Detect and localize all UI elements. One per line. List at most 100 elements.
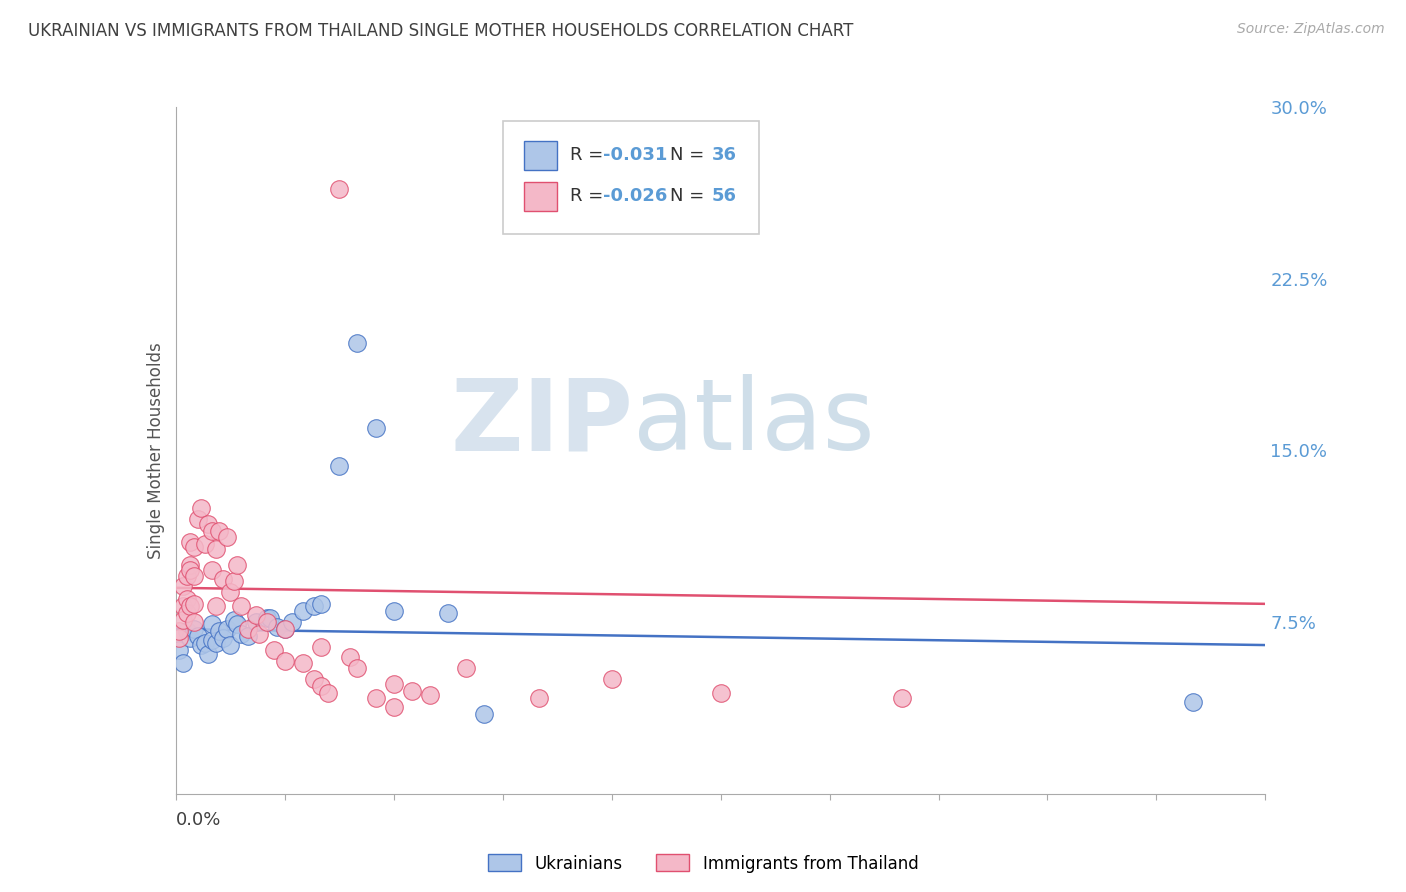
Point xyxy=(263,642,285,657)
Point xyxy=(364,690,387,705)
Text: 56: 56 xyxy=(711,187,737,205)
Point xyxy=(169,624,191,639)
Point xyxy=(183,615,205,630)
Point xyxy=(186,629,209,643)
Point xyxy=(183,622,205,636)
Point xyxy=(346,335,368,350)
Legend: Ukrainians, Immigrants from Thailand: Ukrainians, Immigrants from Thailand xyxy=(481,847,925,880)
Point xyxy=(204,599,226,614)
Point xyxy=(382,677,405,691)
Point xyxy=(208,524,231,538)
Point xyxy=(302,673,325,687)
Point xyxy=(219,585,242,599)
Point xyxy=(208,624,231,639)
Text: UKRAINIAN VS IMMIGRANTS FROM THAILAND SINGLE MOTHER HOUSEHOLDS CORRELATION CHART: UKRAINIAN VS IMMIGRANTS FROM THAILAND SI… xyxy=(28,22,853,40)
Point xyxy=(231,626,253,640)
Point xyxy=(256,610,278,624)
Point xyxy=(274,622,297,636)
Point xyxy=(281,615,304,630)
Point xyxy=(176,592,198,607)
Point xyxy=(419,689,441,703)
Point xyxy=(247,626,270,640)
Text: -0.031: -0.031 xyxy=(603,146,668,164)
Point xyxy=(219,638,242,652)
Point xyxy=(245,615,267,630)
Point xyxy=(183,597,205,611)
Point xyxy=(309,597,332,611)
Point xyxy=(186,512,209,526)
Point xyxy=(179,599,201,614)
Point xyxy=(382,699,405,714)
Point xyxy=(600,673,623,687)
Point xyxy=(222,613,245,627)
Point xyxy=(183,540,205,554)
Point xyxy=(474,706,496,721)
Point xyxy=(179,562,201,576)
Point xyxy=(172,578,194,592)
Point xyxy=(179,535,201,549)
Point xyxy=(382,604,405,618)
Point xyxy=(231,599,253,614)
Point xyxy=(212,631,235,645)
Point xyxy=(339,649,361,664)
Point xyxy=(194,537,217,551)
Point xyxy=(176,624,198,639)
Point xyxy=(222,574,245,588)
Point xyxy=(318,686,340,700)
Point xyxy=(179,558,201,572)
Point xyxy=(169,642,191,657)
Point xyxy=(238,629,260,643)
FancyBboxPatch shape xyxy=(503,120,759,234)
Point xyxy=(259,610,281,624)
Text: ZIP: ZIP xyxy=(450,375,633,472)
Point xyxy=(197,516,219,531)
Point xyxy=(401,683,423,698)
Point xyxy=(194,636,217,650)
Point xyxy=(346,661,368,675)
Text: N =: N = xyxy=(671,146,710,164)
Point xyxy=(179,631,201,645)
FancyBboxPatch shape xyxy=(524,182,557,211)
Point xyxy=(197,647,219,661)
Text: Source: ZipAtlas.com: Source: ZipAtlas.com xyxy=(1237,22,1385,37)
Point xyxy=(274,622,297,636)
Point xyxy=(201,524,224,538)
Point xyxy=(204,541,226,556)
Point xyxy=(456,661,478,675)
Point xyxy=(245,608,267,623)
Point xyxy=(226,558,249,572)
Text: N =: N = xyxy=(671,187,710,205)
Point xyxy=(328,182,350,196)
Point xyxy=(291,657,314,671)
Text: R =: R = xyxy=(571,146,609,164)
Point xyxy=(309,679,332,693)
Point xyxy=(302,599,325,614)
Point xyxy=(364,420,387,434)
Point xyxy=(183,569,205,583)
Point xyxy=(212,572,235,586)
Point xyxy=(172,613,194,627)
Point xyxy=(201,617,224,632)
Point xyxy=(256,615,278,630)
Point xyxy=(226,617,249,632)
Point xyxy=(291,604,314,618)
Point xyxy=(169,631,191,645)
Point xyxy=(309,640,332,655)
Point xyxy=(215,622,238,636)
Text: 0.0%: 0.0% xyxy=(176,811,221,829)
Point xyxy=(1181,695,1204,709)
Point xyxy=(891,690,914,705)
Text: -0.026: -0.026 xyxy=(603,187,668,205)
Text: 36: 36 xyxy=(711,146,737,164)
Point xyxy=(201,562,224,576)
Point xyxy=(176,569,198,583)
Point xyxy=(215,531,238,545)
Point xyxy=(172,657,194,671)
Point xyxy=(710,686,733,700)
Point xyxy=(190,500,212,515)
Text: R =: R = xyxy=(571,187,609,205)
Point xyxy=(204,636,226,650)
Point xyxy=(190,638,212,652)
Point xyxy=(274,654,297,668)
Point xyxy=(527,690,550,705)
